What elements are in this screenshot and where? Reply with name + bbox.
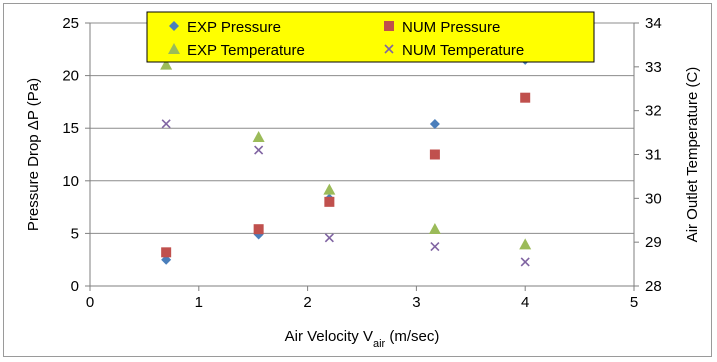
y-axis-right-title: Air Outlet Temperature (C) xyxy=(684,67,701,243)
legend-label: NUM Pressure xyxy=(402,19,500,36)
x-tick-label: 5 xyxy=(630,294,638,311)
num-temperature-point xyxy=(254,145,264,155)
marker-stroke xyxy=(161,119,171,129)
y-left-tick-label: 15 xyxy=(62,120,79,137)
num-temperature-point xyxy=(430,241,440,252)
num-pressure-point xyxy=(253,224,264,235)
y-right-tick-label: 29 xyxy=(645,234,662,251)
y-axis-left-title: Pressure Drop ΔP (Pa) xyxy=(25,78,42,231)
x-tick-label: 1 xyxy=(195,294,203,311)
exp-temperature-point xyxy=(252,130,265,142)
x-axis-title: Air Velocity Vair (m/sec) xyxy=(285,328,440,350)
y-left-tick-label: 0 xyxy=(71,278,79,295)
y-right-tick-label: 30 xyxy=(645,190,662,207)
y-left-tick-label: 5 xyxy=(71,225,79,242)
y-right-tick-label: 31 xyxy=(645,147,662,164)
num-temperature-point xyxy=(520,257,530,267)
y-left-tick-label: 20 xyxy=(62,68,79,85)
num-pressure-point xyxy=(324,196,335,207)
y-right-tick-label: 32 xyxy=(645,103,662,120)
legend-box xyxy=(146,11,595,63)
num-temperature-point xyxy=(161,119,171,129)
legend-marker xyxy=(168,43,180,54)
x-tick-label: 2 xyxy=(303,294,311,311)
exp-temperature-point xyxy=(323,183,336,195)
num-pressure-point xyxy=(161,247,172,258)
num-pressure-point xyxy=(429,149,440,160)
y-left-tick-label: 10 xyxy=(62,173,79,190)
legend-marker xyxy=(384,44,394,54)
legend-marker xyxy=(169,21,179,31)
legend-label: EXP Temperature xyxy=(187,42,305,59)
x-tick-label: 3 xyxy=(412,294,420,311)
legend-marker xyxy=(384,21,394,31)
exp-pressure-point xyxy=(429,118,440,129)
marker-stroke xyxy=(384,44,394,54)
data-points xyxy=(160,54,532,267)
num-pressure-point xyxy=(520,92,531,103)
marker-stroke xyxy=(324,233,334,243)
exp-temperature-point xyxy=(428,223,441,235)
legend-label: EXP Pressure xyxy=(187,19,281,36)
num-temperature-point xyxy=(324,233,334,243)
exp-temperature-point xyxy=(519,238,532,250)
marker-stroke xyxy=(520,257,530,267)
y-right-tick-label: 33 xyxy=(645,59,662,76)
legend-label: NUM Temperature xyxy=(402,42,524,59)
marker-stroke xyxy=(254,145,264,155)
y-left-tick-label: 25 xyxy=(62,15,79,32)
exp-temperature-point xyxy=(160,58,173,70)
y-right-tick-label: 28 xyxy=(645,278,662,295)
x-tick-label: 0 xyxy=(86,294,94,311)
x-tick-label: 4 xyxy=(521,294,529,311)
axis-titles: Air Velocity Vair (m/sec) Pressure Drop Δ… xyxy=(25,67,701,350)
marker-stroke xyxy=(430,241,440,252)
y-right-tick-label: 34 xyxy=(645,15,662,32)
legend: EXP Pressure NUM Pressure EXP Temperature N… xyxy=(146,11,595,63)
